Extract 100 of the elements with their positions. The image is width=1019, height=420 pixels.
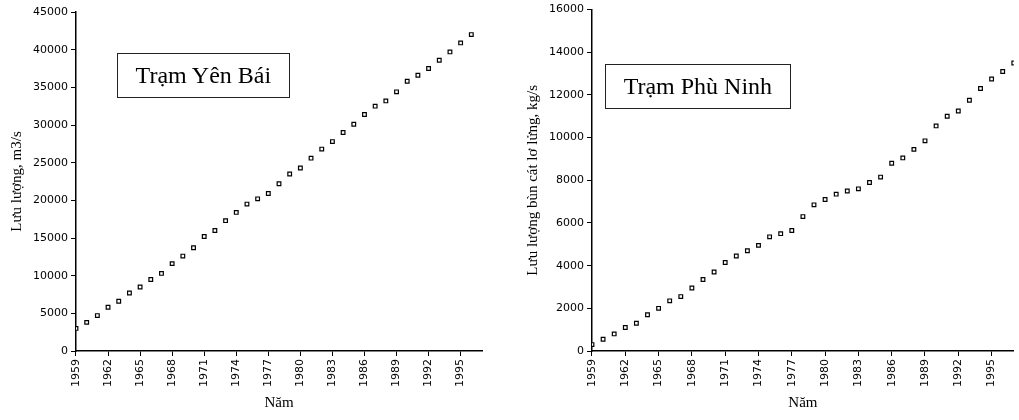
point <box>426 66 432 71</box>
point <box>94 313 100 319</box>
x-tick-label: 1959 <box>584 359 598 388</box>
x-tick-label: 1971 <box>718 359 732 388</box>
x-tick-label: 1980 <box>293 359 307 388</box>
point <box>137 284 143 290</box>
point <box>900 155 906 161</box>
point <box>319 146 325 152</box>
x-tick-label: 1977 <box>784 359 798 388</box>
x-tick-label: 1971 <box>197 359 211 388</box>
annotation: Trạm Phù Ninh <box>604 64 792 110</box>
point <box>800 214 806 220</box>
x-axis-title: Năm <box>264 393 294 410</box>
point <box>265 191 271 196</box>
point <box>180 253 186 259</box>
point <box>855 186 861 192</box>
point <box>351 121 357 127</box>
point <box>84 319 90 325</box>
point <box>711 269 717 275</box>
point <box>105 304 111 310</box>
x-tick-label: 1986 <box>357 359 371 388</box>
x-tick-label: 1995 <box>453 359 467 388</box>
point <box>844 188 850 194</box>
y-tick-label: 5000 <box>39 306 68 320</box>
x-tick-label: 1983 <box>325 359 339 388</box>
point <box>689 285 695 291</box>
point <box>212 228 218 233</box>
x-tick-label: 1962 <box>100 359 114 388</box>
y-tick-label: 16000 <box>548 2 584 16</box>
point <box>833 191 839 197</box>
point <box>678 294 684 300</box>
point <box>955 108 961 114</box>
x-tick-label: 1977 <box>261 359 275 388</box>
x-tick-label: 1983 <box>851 359 865 388</box>
y-tick-label: 45000 <box>32 4 68 18</box>
x-tick-label: 1965 <box>132 359 146 388</box>
point <box>201 234 207 239</box>
x-tick-label: 1974 <box>229 359 243 388</box>
y-tick-label: 40000 <box>32 42 68 56</box>
y-tick-label: 12000 <box>548 87 584 101</box>
point <box>276 181 282 187</box>
point <box>811 202 817 208</box>
point <box>75 325 79 331</box>
y-tick-label: 10000 <box>548 130 584 144</box>
point <box>126 290 132 296</box>
point <box>394 89 399 95</box>
y-tick-label: 20000 <box>32 193 68 207</box>
x-tick-label: 1974 <box>751 359 765 388</box>
y-tick-label: 0 <box>576 343 584 357</box>
y-tick-label: 30000 <box>32 117 68 131</box>
point <box>778 231 784 237</box>
x-tick-label: 1968 <box>684 359 698 388</box>
y-tick-label: 8000 <box>555 173 584 187</box>
x-tick-label: 1965 <box>651 359 665 388</box>
annotation: Trạm Yên Bái <box>116 52 291 98</box>
x-tick-label: 1989 <box>917 359 931 388</box>
x-tick-label: 1968 <box>165 359 179 388</box>
point <box>191 245 196 251</box>
point <box>700 277 706 282</box>
y-tick-label: 6000 <box>555 215 584 229</box>
point <box>933 123 939 129</box>
point <box>767 234 773 240</box>
point <box>436 57 442 63</box>
point <box>383 98 389 104</box>
y-axis-title: Lưu lượng bùn cát lơ lửng, kg/s <box>523 84 540 276</box>
point <box>308 155 314 161</box>
y-tick-label: 10000 <box>32 268 68 282</box>
point <box>148 277 154 282</box>
y-tick-label: 0 <box>60 343 68 357</box>
point <box>468 32 474 38</box>
y-axis-title: Lưu lượng, m3/s <box>7 131 24 232</box>
point <box>233 209 239 215</box>
x-tick-label: 1962 <box>618 359 632 388</box>
point <box>362 112 367 117</box>
x-tick-label: 1995 <box>984 359 998 388</box>
point <box>415 72 421 78</box>
point <box>822 197 828 202</box>
point <box>722 260 728 265</box>
point <box>244 201 250 207</box>
point <box>667 298 673 304</box>
point <box>733 253 739 259</box>
point <box>944 113 950 119</box>
x-tick-label: 1986 <box>884 359 898 388</box>
point <box>656 305 662 311</box>
point <box>447 49 453 55</box>
point <box>889 160 895 166</box>
x-tick-label: 1980 <box>817 359 831 388</box>
point <box>591 342 595 348</box>
point <box>978 86 983 91</box>
y-tick-label: 25000 <box>32 155 68 169</box>
point <box>116 298 122 304</box>
point <box>169 261 175 267</box>
x-tick-label: 1989 <box>389 359 403 388</box>
point <box>645 312 650 318</box>
point <box>922 138 928 144</box>
point <box>255 196 261 202</box>
point <box>911 146 917 152</box>
point <box>458 40 464 46</box>
point <box>611 331 617 337</box>
x-tick-label: 1992 <box>951 359 965 388</box>
